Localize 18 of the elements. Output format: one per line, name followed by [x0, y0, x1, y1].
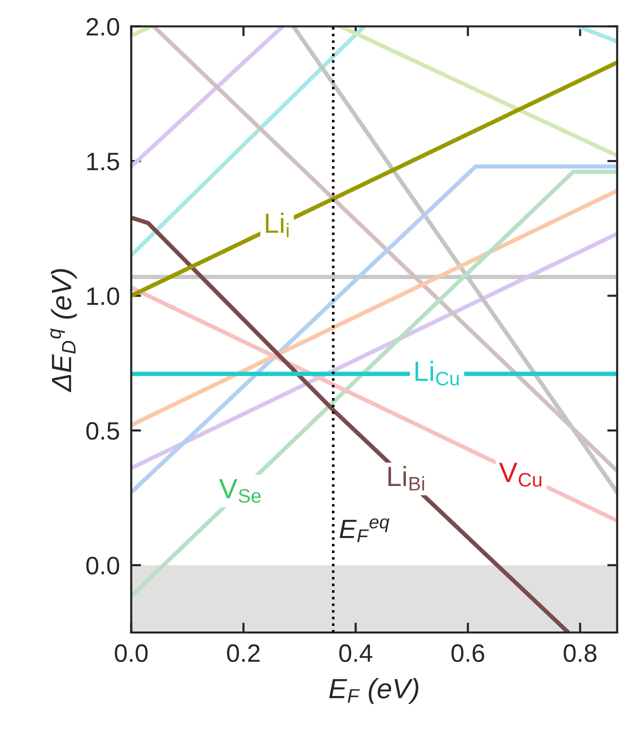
x-tick-label: 0.6 [451, 644, 484, 662]
x-axis-title: E$_{F}$ (eV) [329, 678, 418, 704]
annotation: V$_{Se}$ [219, 479, 261, 503]
x-tick-label: 0.0 [114, 644, 148, 662]
annotation: Li$_{Cu}$ [416, 360, 459, 386]
x-tick-label: 0.2 [227, 644, 260, 662]
y-axis-title: ΔE$_{D}$$^{q}$ (eV) [50, 269, 77, 392]
ref-line-label: E$_{F}$$^{eq}$ [340, 518, 390, 542]
y-tick-label: 1.0 [87, 287, 120, 306]
y-tick-label: 0.5 [86, 422, 120, 440]
x-tick-label: 0.8 [564, 644, 596, 662]
x-tick-label: 0.4 [339, 644, 372, 662]
y-tick-label: 2.0 [86, 18, 120, 36]
annotation: V$_{Cu}$ [499, 462, 542, 487]
y-tick-label: 1.5 [87, 152, 120, 170]
annotation: Li$_{i}$ [266, 212, 289, 238]
annotation: Li$_{Bi}$ [388, 466, 424, 490]
y-tick-label: 0.0 [86, 556, 120, 574]
